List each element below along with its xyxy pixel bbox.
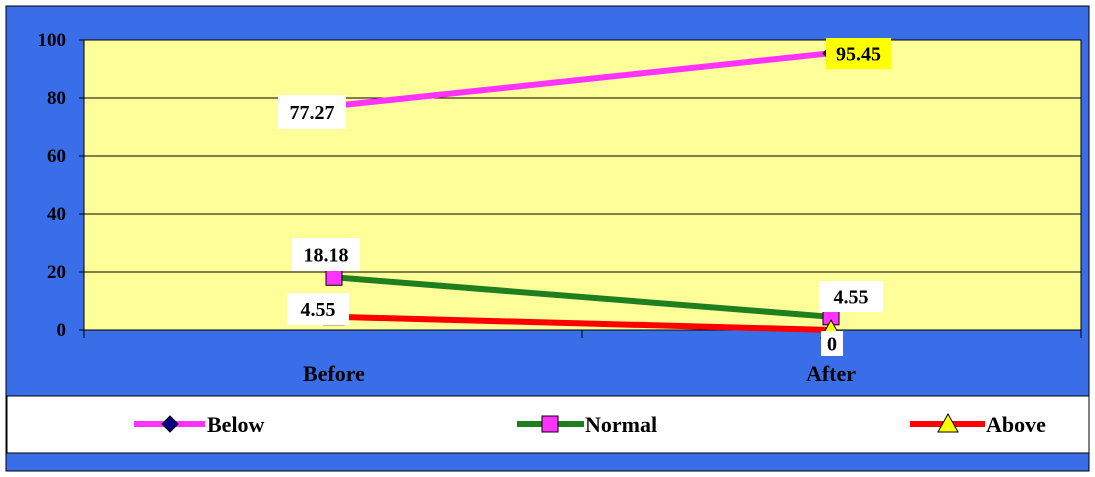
series-lines bbox=[331, 50, 834, 333]
x-tick-label: After bbox=[806, 361, 856, 386]
y-tick-label: 20 bbox=[47, 262, 66, 283]
normal-legend-square-marker bbox=[541, 415, 559, 433]
normal-data-label-background bbox=[819, 281, 883, 312]
above-legend-label: Above bbox=[986, 412, 1046, 437]
plot-area bbox=[83, 39, 1082, 331]
x-tick-label: Before bbox=[303, 361, 365, 386]
normal-data-label: 4.55 bbox=[834, 287, 869, 309]
above-data-label: 0 bbox=[827, 334, 837, 356]
below-data-label-background bbox=[278, 95, 346, 129]
data-labels: 77.27 95.45 18.18 4.55 4.55 0 bbox=[278, 38, 891, 356]
axes: 0 20 40 60 80 100 Before After bbox=[38, 30, 1082, 386]
below-data-label-background bbox=[826, 38, 891, 69]
below-series-line bbox=[331, 50, 834, 109]
above-data-label: 4.55 bbox=[301, 299, 336, 321]
below-legend-diamond-marker bbox=[161, 415, 179, 433]
normal-square-marker bbox=[325, 268, 343, 286]
y-tick-label: 0 bbox=[57, 320, 67, 341]
normal-series-line bbox=[331, 274, 834, 320]
above-legend-triangle-marker bbox=[937, 412, 959, 433]
legend: Below Normal Above bbox=[6, 395, 1090, 454]
above-data-label-background bbox=[821, 331, 843, 356]
below-data-label: 95.45 bbox=[836, 44, 881, 66]
normal-data-label: 18.18 bbox=[304, 245, 349, 267]
below-legend-label: Below bbox=[207, 412, 265, 437]
y-tick-label: 100 bbox=[38, 30, 67, 51]
grid-lines bbox=[84, 39, 1081, 331]
y-tick-label: 80 bbox=[47, 88, 66, 109]
y-tick-label: 40 bbox=[47, 204, 66, 225]
normal-data-label-background bbox=[292, 238, 360, 271]
above-series-line bbox=[331, 313, 834, 333]
above-data-label-background bbox=[287, 293, 349, 325]
y-tick-label: 60 bbox=[47, 146, 66, 167]
normal-legend-label: Normal bbox=[585, 412, 657, 437]
below-data-label: 77.27 bbox=[290, 102, 335, 124]
